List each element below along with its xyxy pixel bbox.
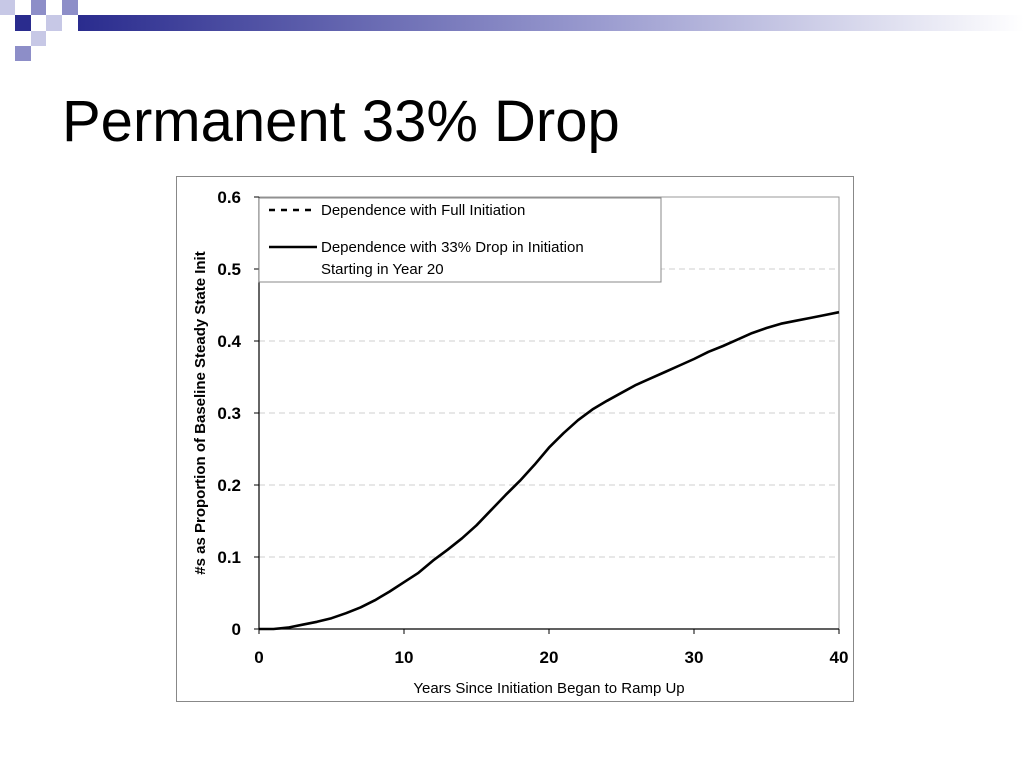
line-chart: 0 0.1 0.2 0.3 0.4 0.5 0.6 0 10 20 30 40 #s as Propo… bbox=[192, 188, 848, 697]
legend-label-full-initiation: Dependence with Full Initiation bbox=[321, 202, 525, 219]
y-tick-label: 0.3 bbox=[217, 404, 241, 423]
legend-label-33-drop-line1: Dependence with 33% Drop in Initiation bbox=[321, 239, 584, 256]
series-line-33-drop bbox=[259, 310, 840, 631]
y-tick-label: 0 bbox=[232, 620, 241, 639]
axes: 0 0.1 0.2 0.3 0.4 0.5 0.6 0 10 20 30 40 bbox=[217, 188, 848, 667]
x-tick-label: 0 bbox=[254, 648, 263, 667]
y-tick-label: 0.1 bbox=[217, 548, 241, 567]
x-tick-label: 20 bbox=[540, 648, 559, 667]
y-tick-label: 0.2 bbox=[217, 476, 241, 495]
x-tick-label: 40 bbox=[830, 648, 849, 667]
y-tick-label: 0.4 bbox=[217, 332, 241, 351]
y-tick-label: 0.5 bbox=[217, 260, 241, 279]
x-tick-label: 30 bbox=[685, 648, 704, 667]
y-tick-label: 0.6 bbox=[217, 188, 241, 207]
grid-lines bbox=[259, 268, 839, 558]
chart-frame: 0 0.1 0.2 0.3 0.4 0.5 0.6 0 10 20 30 40 #s as Propo… bbox=[176, 176, 854, 702]
series bbox=[259, 310, 840, 631]
x-tick-label: 10 bbox=[395, 648, 414, 667]
x-axis-label: Years Since Initiation Began to Ramp Up bbox=[413, 680, 684, 697]
legend: Dependence with Full Initiation Dependen… bbox=[258, 197, 662, 283]
legend-label-33-drop-line2: Starting in Year 20 bbox=[321, 261, 444, 278]
slide-title: Permanent 33% Drop bbox=[62, 89, 620, 154]
y-axis-label: #s as Proportion of Baseline Steady Stat… bbox=[192, 251, 209, 574]
legend-box bbox=[258, 197, 662, 283]
slide-header-decoration bbox=[0, 0, 1024, 61]
